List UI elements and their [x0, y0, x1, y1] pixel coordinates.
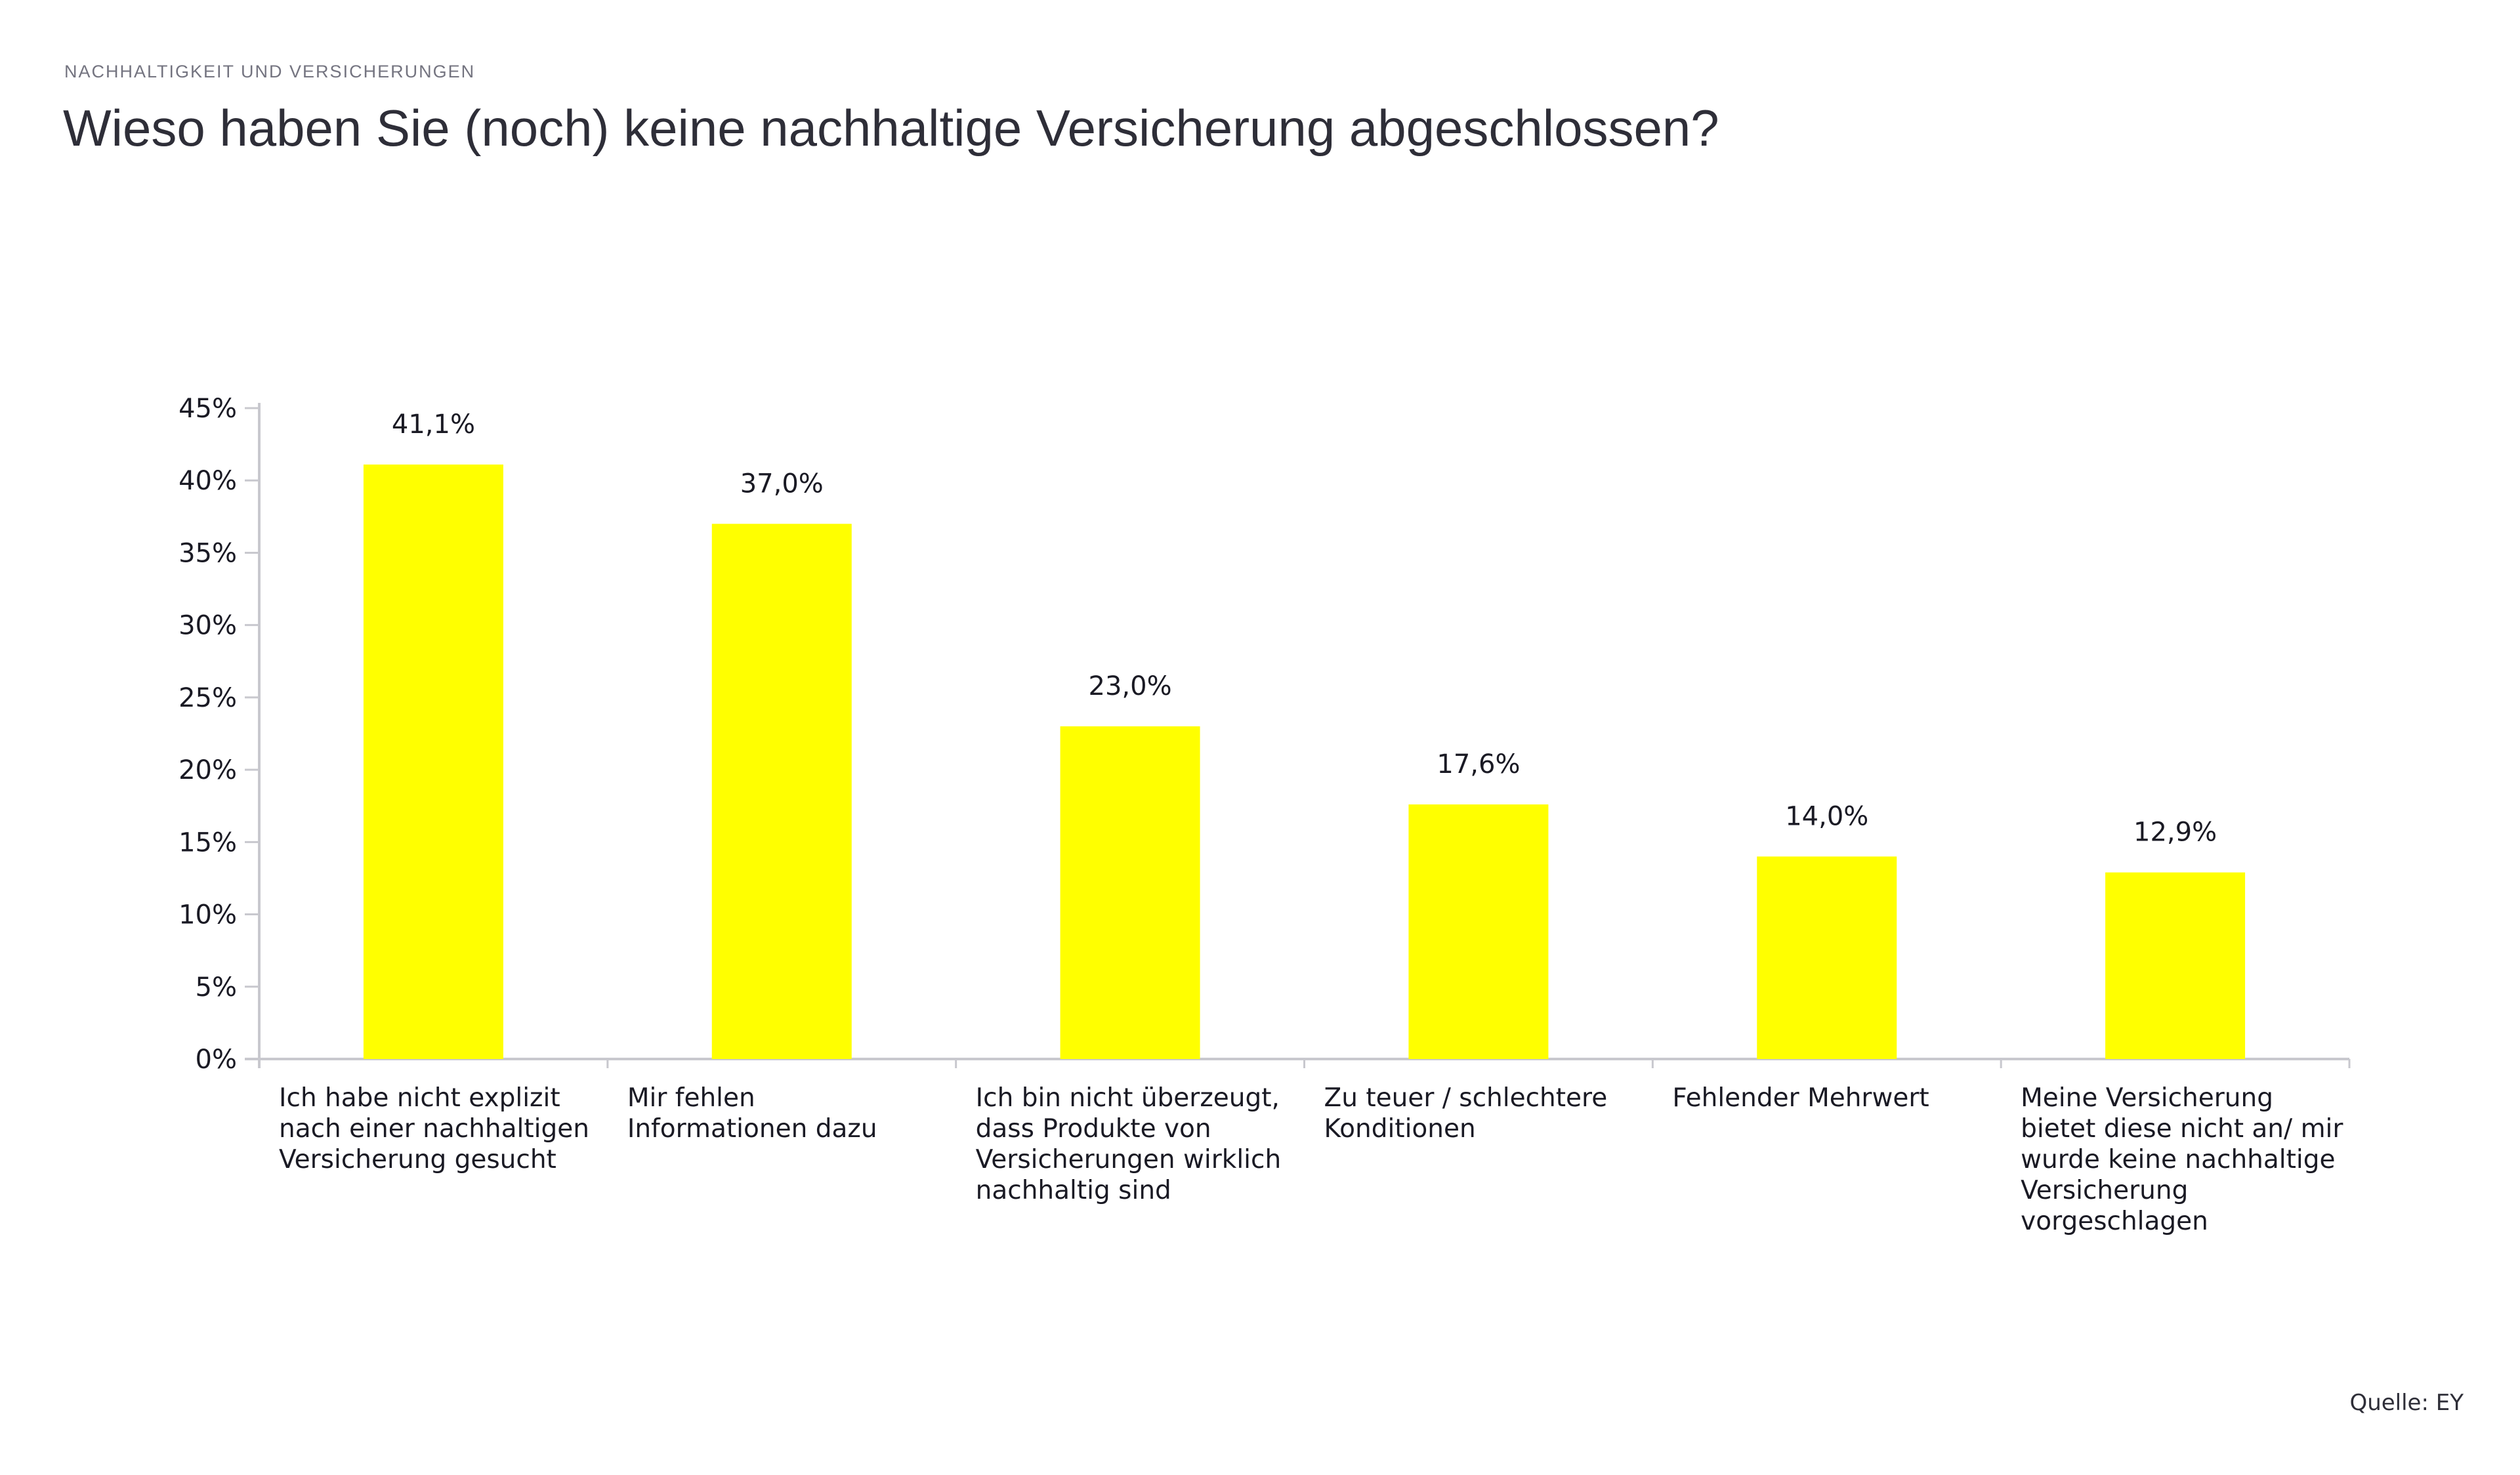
y-tick-label: 45% — [178, 394, 237, 424]
data-label: 41,1% — [392, 409, 475, 440]
x-category-label-line: bietet diese nicht an/ mir — [2021, 1114, 2343, 1144]
x-category-label: Ich bin nicht überzeugt, dass Produkte vo… — [976, 1083, 1282, 1206]
bar — [2105, 872, 2246, 1059]
kicker-label: NACHHALTIGKEIT UND VERSICHERUNGEN — [64, 62, 476, 81]
data-label: 12,9% — [2133, 818, 2217, 848]
x-category-label-line: nach einer nachhaltigen — [279, 1114, 589, 1144]
y-tick-label: 15% — [178, 827, 237, 858]
x-category-label-line: Ich habe nicht explizit — [279, 1083, 560, 1113]
x-category-label-line: dass Produkte von — [975, 1114, 1211, 1144]
y-tick-label: 10% — [178, 900, 237, 930]
bar — [1408, 804, 1549, 1059]
x-category-label-line: Informationen dazu — [627, 1114, 877, 1144]
y-tick-label: 20% — [178, 755, 237, 785]
data-label: 17,6% — [1437, 749, 1520, 779]
bar — [711, 524, 852, 1059]
y-tick-label: 40% — [178, 466, 237, 496]
bar — [1060, 726, 1200, 1059]
x-category-label-line: Versicherung gesucht — [279, 1145, 556, 1174]
x-category-label-line: Mir fehlen — [627, 1083, 755, 1113]
x-category-label-line: Ich bin nicht überzeugt, — [975, 1083, 1280, 1113]
data-label: 37,0% — [740, 468, 824, 499]
x-category-label-line: wurde keine nachhaltige — [2021, 1145, 2336, 1174]
x-category-label: Meine Versicherung bietet diese nicht an/… — [2021, 1083, 2343, 1237]
source-note: Quelle: EY — [2349, 1390, 2464, 1416]
y-tick-label: 35% — [178, 538, 237, 568]
x-category-label-line: Meine Versicherung — [2021, 1083, 2273, 1113]
x-category-label-line: Fehlender Mehrwert — [1672, 1083, 1929, 1113]
x-category-label-line: Versicherung — [2021, 1176, 2189, 1205]
x-category-label: Zu teuer / schlechtere Konditionen — [1324, 1083, 1608, 1144]
bar — [363, 464, 503, 1059]
x-category-label: Mir fehlen Informationen dazu — [627, 1083, 877, 1144]
y-tick-label: 5% — [196, 972, 237, 1003]
chart-title: Wieso haben Sie (noch) keine nachhaltige… — [63, 99, 1719, 157]
x-category-label: Fehlender Mehrwert — [1672, 1083, 1929, 1113]
x-category-label-line: vorgeschlagen — [2021, 1207, 2208, 1236]
x-category-label-line: Konditionen — [1324, 1114, 1476, 1144]
x-category-label-line: Versicherungen wirklich — [975, 1145, 1282, 1174]
x-category-label: Ich habe nicht explizit nach einer nachha… — [279, 1083, 589, 1175]
y-tick-label: 0% — [196, 1045, 237, 1075]
data-label: 23,0% — [1089, 671, 1172, 701]
x-category-label-line: Zu teuer / schlechtere — [1324, 1083, 1608, 1113]
y-tick-label: 30% — [178, 611, 237, 641]
data-label: 14,0% — [1785, 801, 1868, 831]
bar — [1757, 856, 1897, 1059]
y-tick-label: 25% — [178, 683, 237, 713]
x-category-label-line: nachhaltig sind — [975, 1176, 1171, 1205]
